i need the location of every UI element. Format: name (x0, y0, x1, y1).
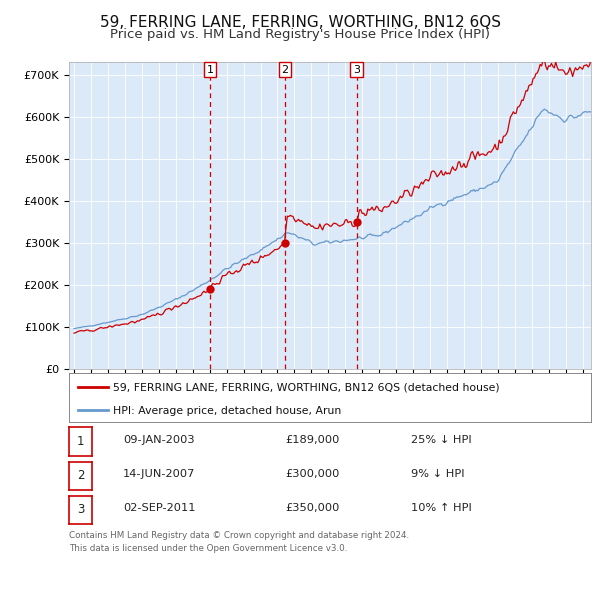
Text: 2: 2 (77, 469, 84, 482)
Text: £350,000: £350,000 (285, 503, 340, 513)
Text: 02-SEP-2011: 02-SEP-2011 (123, 503, 196, 513)
Text: This data is licensed under the Open Government Licence v3.0.: This data is licensed under the Open Gov… (69, 544, 347, 553)
Text: 59, FERRING LANE, FERRING, WORTHING, BN12 6QS (detached house): 59, FERRING LANE, FERRING, WORTHING, BN1… (113, 383, 500, 393)
Text: Contains HM Land Registry data © Crown copyright and database right 2024.: Contains HM Land Registry data © Crown c… (69, 531, 409, 540)
Text: £189,000: £189,000 (285, 435, 340, 445)
Text: 1: 1 (206, 65, 214, 74)
Text: 25% ↓ HPI: 25% ↓ HPI (411, 435, 472, 445)
Text: HPI: Average price, detached house, Arun: HPI: Average price, detached house, Arun (113, 406, 341, 416)
Text: 14-JUN-2007: 14-JUN-2007 (123, 469, 196, 479)
Text: 09-JAN-2003: 09-JAN-2003 (123, 435, 194, 445)
Text: £300,000: £300,000 (285, 469, 340, 479)
Text: 3: 3 (77, 503, 84, 516)
Text: 3: 3 (353, 65, 360, 74)
Text: 9% ↓ HPI: 9% ↓ HPI (411, 469, 464, 479)
Text: 2: 2 (281, 65, 289, 74)
Text: 1: 1 (77, 435, 84, 448)
Text: Price paid vs. HM Land Registry's House Price Index (HPI): Price paid vs. HM Land Registry's House … (110, 28, 490, 41)
Text: 59, FERRING LANE, FERRING, WORTHING, BN12 6QS: 59, FERRING LANE, FERRING, WORTHING, BN1… (100, 15, 500, 30)
Text: 10% ↑ HPI: 10% ↑ HPI (411, 503, 472, 513)
